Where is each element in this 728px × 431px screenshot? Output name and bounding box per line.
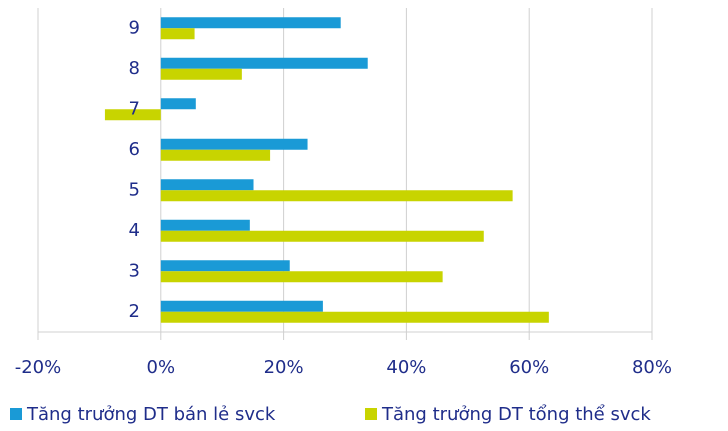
bar <box>160 190 513 202</box>
x-tick-label: 20% <box>264 357 304 378</box>
bar <box>160 138 308 150</box>
bar <box>160 230 484 242</box>
y-tick-label: 4 <box>129 220 140 241</box>
bar <box>160 271 443 283</box>
bar <box>160 311 549 323</box>
bar <box>160 260 290 272</box>
y-tick-label: 8 <box>129 58 140 79</box>
bar <box>160 219 250 231</box>
bar <box>160 300 323 312</box>
legend-label: Tăng trưởng DT bán lẻ svck <box>26 404 276 425</box>
y-tick-label: 2 <box>129 301 140 322</box>
bar <box>160 98 196 110</box>
bar <box>160 179 254 191</box>
bar <box>160 149 271 161</box>
x-tick-label: -20% <box>15 357 62 378</box>
legend-swatch <box>365 408 377 420</box>
y-tick-label: 3 <box>129 260 140 281</box>
bar <box>160 28 195 40</box>
legend-label: Tăng trưởng DT tổng thể svck <box>381 404 651 425</box>
x-tick-label: 60% <box>509 357 549 378</box>
legend-swatch <box>10 408 22 420</box>
y-tick-label: 9 <box>129 17 140 38</box>
y-tick-label: 6 <box>129 139 140 160</box>
bar <box>104 109 161 121</box>
x-tick-label: 40% <box>386 357 426 378</box>
x-tick-label: 0% <box>147 357 176 378</box>
x-tick-label: 80% <box>632 357 672 378</box>
bar <box>160 57 368 69</box>
bar <box>160 17 341 29</box>
y-tick-label: 5 <box>129 179 140 200</box>
bar <box>160 68 242 80</box>
y-tick-label: 7 <box>129 98 140 119</box>
